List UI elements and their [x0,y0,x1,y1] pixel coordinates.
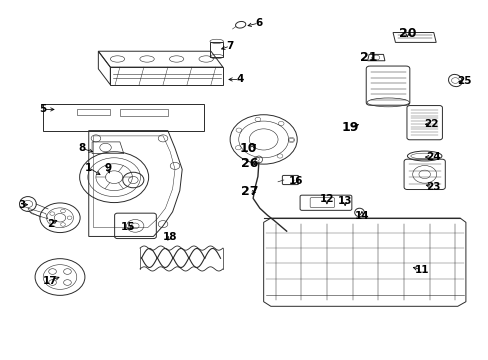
Text: 15: 15 [121,221,136,231]
Text: 9: 9 [104,163,111,173]
Text: 7: 7 [226,41,233,51]
Text: 10: 10 [239,142,257,155]
Text: 23: 23 [426,182,440,192]
Text: 6: 6 [255,18,262,28]
Text: 14: 14 [354,211,368,221]
Text: 26: 26 [240,157,258,170]
Text: 3: 3 [18,200,25,210]
Text: 1: 1 [85,163,92,173]
Text: 20: 20 [398,27,415,40]
Text: 2: 2 [47,219,54,229]
Text: 22: 22 [423,119,438,129]
Text: 13: 13 [337,196,352,206]
Text: 5: 5 [40,104,47,114]
Text: 27: 27 [240,185,258,198]
Text: 18: 18 [163,232,177,242]
Text: 12: 12 [319,194,333,204]
Text: 24: 24 [426,152,440,162]
Text: 25: 25 [456,76,470,86]
Text: 8: 8 [78,143,85,153]
Text: 17: 17 [43,275,58,285]
Text: 21: 21 [360,51,377,64]
Text: 11: 11 [414,265,428,275]
Text: 16: 16 [288,176,303,186]
Text: 19: 19 [341,121,358,134]
Text: 4: 4 [236,75,243,85]
